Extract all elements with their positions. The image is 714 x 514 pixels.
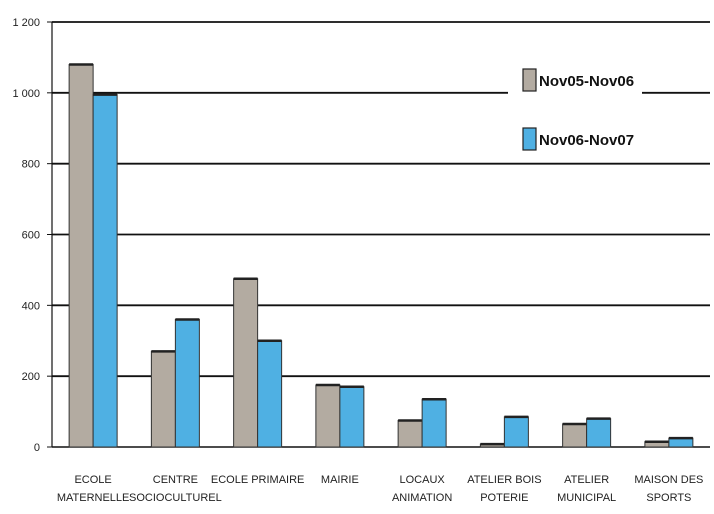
y-tick-label: 1 000	[12, 88, 40, 100]
bar-nov06-nov07-0	[92, 94, 118, 448]
y-axis-ticks: 0 200 400 600 800 1 000 1 200	[12, 17, 52, 454]
bar-nov06-nov07-6	[586, 418, 612, 448]
x-category-label: MUNICIPAL	[557, 492, 616, 504]
x-category-label: SOCIOCULTUREL	[129, 492, 222, 504]
bar-nov05-nov06-4	[397, 419, 423, 448]
bar-nov06-nov07-3	[339, 386, 365, 448]
bar-nov05-nov06-3	[315, 384, 341, 448]
legend-swatch	[522, 68, 537, 92]
x-category-label: ECOLE	[74, 474, 111, 486]
legend: Nov05-Nov06 Nov06-Nov07	[508, 60, 642, 155]
bar-nov06-nov07-1	[174, 319, 200, 448]
x-category-label: MAIRIE	[321, 474, 359, 486]
y-tick-label: 0	[34, 442, 40, 454]
legend-swatch	[522, 127, 537, 151]
legend-label: Nov06-Nov07	[539, 132, 634, 149]
x-category-label: ECOLE PRIMAIRE	[211, 474, 305, 486]
bar-nov06-nov07-7	[668, 437, 694, 448]
y-tick-label: 200	[22, 371, 40, 383]
legend-label: Nov05-Nov06	[539, 73, 634, 90]
x-category-label: MATERNELLE	[57, 492, 130, 504]
x-axis-labels: ECOLE MATERNELLE CENTRE SOCIOCULTUREL ECOLE …	[57, 474, 704, 504]
x-category-label: MAISON DES	[634, 474, 703, 486]
x-category-label: ATELIER BOIS	[467, 474, 541, 486]
x-category-label: LOCAUX	[400, 474, 446, 486]
bar-nov05-nov06-1	[150, 350, 176, 448]
x-category-label: CENTRE	[153, 474, 198, 486]
bar-nov05-nov06-0	[68, 64, 94, 448]
x-category-label: ANIMATION	[392, 492, 452, 504]
y-tick-label: 600	[22, 230, 40, 242]
x-category-label: POTERIE	[480, 492, 528, 504]
bars	[68, 63, 694, 448]
bar-nov06-nov07-4	[421, 398, 447, 448]
y-tick-label: 1 200	[12, 17, 40, 29]
y-tick-label: 400	[22, 300, 40, 312]
bar-nov05-nov06-2	[233, 278, 259, 448]
bar-nov06-nov07-5	[503, 416, 529, 448]
bar-nov05-nov06-6	[562, 423, 588, 448]
bar-nov06-nov07-2	[257, 340, 283, 448]
x-category-label: SPORTS	[646, 492, 691, 504]
y-tick-label: 800	[22, 159, 40, 171]
x-category-label: ATELIER	[564, 474, 609, 486]
